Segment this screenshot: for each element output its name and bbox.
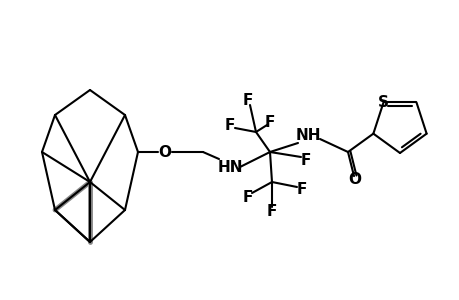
Text: F: F [296,182,307,197]
Text: F: F [266,205,277,220]
Text: F: F [242,92,252,107]
Text: S: S [377,95,388,110]
Text: O: O [158,145,171,160]
Text: F: F [224,118,235,133]
Text: O: O [348,172,361,188]
Text: HN: HN [217,160,242,175]
Text: F: F [264,115,274,130]
Text: NH: NH [295,128,320,142]
Text: F: F [300,152,310,167]
Text: F: F [242,190,252,205]
